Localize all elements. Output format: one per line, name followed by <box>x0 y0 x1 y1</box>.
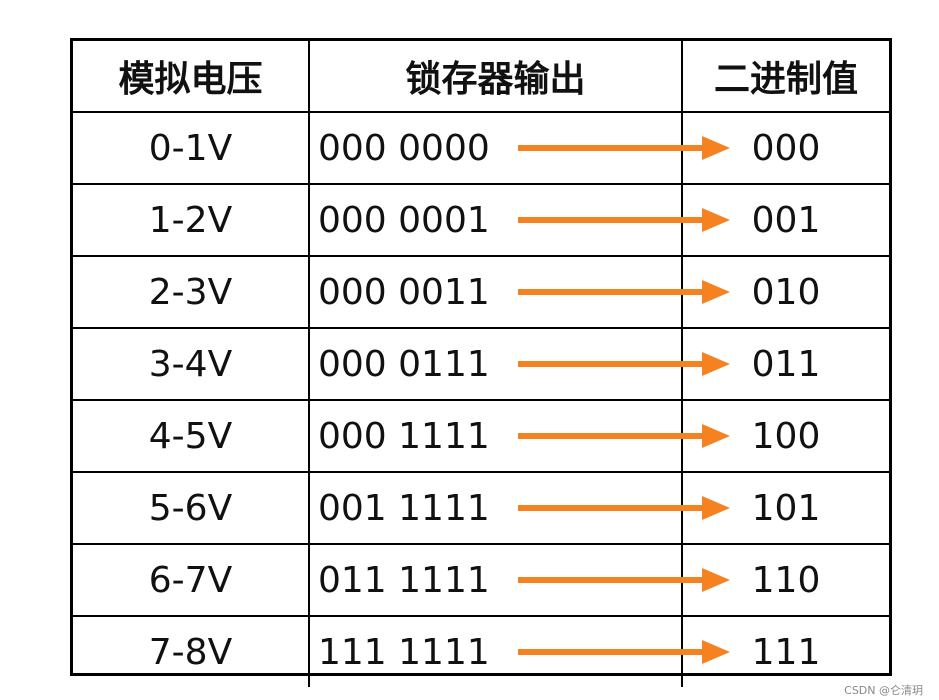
voltage-cell: 5-6V <box>73 471 310 545</box>
latch-output-cell: 001 1111 <box>308 471 683 545</box>
arrow-right-icon <box>518 639 730 664</box>
conversion-table-container: 模拟电压 锁存器输出 二进制值 0-1V 000 0000 000 1-2V 000 0… <box>70 38 892 687</box>
arrow-right-icon <box>518 568 730 592</box>
header-row: 模拟电压 锁存器输出 二进制值 <box>73 41 889 113</box>
table-row: 0-1V 000 0000 000 <box>73 111 889 185</box>
table-row: 1-2V 000 0001 001 <box>73 183 889 257</box>
voltage-cell: 6-7V <box>73 543 310 617</box>
arrow-right-icon <box>518 352 730 376</box>
voltage-cell: 2-3V <box>73 255 310 329</box>
voltage-cell: 1-2V <box>73 183 310 257</box>
table-row: 6-7V 011 1111 110 <box>73 543 889 617</box>
header-binary-value: 二进制值 <box>681 41 889 113</box>
table-row: 4-5V 000 1111 100 <box>73 399 889 473</box>
table-body: 0-1V 000 0000 000 1-2V 000 0001 001 2-3V 000 00… <box>73 111 889 687</box>
voltage-cell: 0-1V <box>73 111 310 185</box>
voltage-cell: 4-5V <box>73 399 310 473</box>
arrow-right-icon <box>518 496 730 520</box>
voltage-cell: 3-4V <box>73 327 310 401</box>
table-row: 7-8V 111 1111 111 <box>73 615 889 687</box>
arrow-right-icon <box>518 208 730 232</box>
table-row: 2-3V 000 0011 010 <box>73 255 889 329</box>
table-row: 5-6V 001 1111 101 <box>73 471 889 545</box>
header-voltage: 模拟电压 <box>73 41 310 113</box>
arrow-right-icon <box>518 136 730 160</box>
header-latch-output: 锁存器输出 <box>308 41 683 113</box>
arrow-right-icon <box>518 280 730 304</box>
voltage-cell: 7-8V <box>73 615 310 687</box>
arrow-right-icon <box>518 424 730 448</box>
adc-conversion-table: 模拟电压 锁存器输出 二进制值 0-1V 000 0000 000 1-2V 000 0… <box>73 41 889 687</box>
watermark: CSDN @仑清玥 <box>844 684 923 697</box>
table-row: 3-4V 000 0111 011 <box>73 327 889 401</box>
binary-value-cell: 101 <box>681 471 889 545</box>
